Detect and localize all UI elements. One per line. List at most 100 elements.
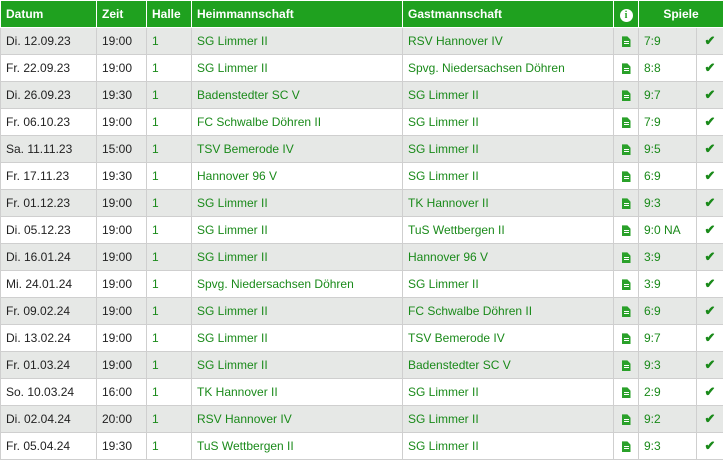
cell-gastmannschaft[interactable]: Badenstedter SC V xyxy=(402,351,614,379)
document-icon[interactable] xyxy=(621,144,631,156)
cell-confirmed: ✔ xyxy=(695,189,723,217)
document-icon[interactable] xyxy=(621,252,631,264)
document-icon[interactable] xyxy=(621,306,631,318)
cell-zeit: 19:00 xyxy=(96,108,147,136)
document-icon[interactable] xyxy=(621,36,631,48)
table-row: Sa. 11.11.23 15:00 1 TSV Bemerode IV SG Limm… xyxy=(0,135,723,163)
document-icon[interactable] xyxy=(621,279,631,291)
cell-report[interactable] xyxy=(613,162,639,190)
table-row: Fr. 22.09.23 19:00 1 SG Limmer II Spvg. Nied… xyxy=(0,54,723,82)
cell-gastmannschaft[interactable]: TuS Wettbergen II xyxy=(402,216,614,244)
table-body: Di. 12.09.23 19:00 1 SG Limmer II RSV Hannov… xyxy=(0,27,723,460)
document-icon[interactable] xyxy=(621,360,631,372)
document-icon[interactable] xyxy=(621,171,631,183)
check-icon: ✔ xyxy=(704,384,716,399)
cell-datum: Fr. 05.04.24 xyxy=(0,432,97,460)
info-icon[interactable]: i xyxy=(619,8,633,22)
cell-halle: 1 xyxy=(146,27,192,55)
cell-heimmannschaft[interactable]: Badenstedter SC V xyxy=(191,81,403,109)
cell-gastmannschaft[interactable]: FC Schwalbe Döhren II xyxy=(402,297,614,325)
cell-report[interactable] xyxy=(613,243,639,271)
cell-report[interactable] xyxy=(613,270,639,298)
check-icon: ✔ xyxy=(704,249,716,264)
cell-report[interactable] xyxy=(613,81,639,109)
header-spiele[interactable]: Spiele xyxy=(637,0,723,28)
check-icon: ✔ xyxy=(704,141,716,156)
cell-heimmannschaft[interactable]: SG Limmer II xyxy=(191,297,403,325)
cell-report[interactable] xyxy=(613,135,639,163)
cell-report[interactable] xyxy=(613,432,639,460)
cell-report[interactable] xyxy=(613,189,639,217)
cell-report[interactable] xyxy=(613,54,639,82)
cell-heimmannschaft[interactable]: TuS Wettbergen II xyxy=(191,432,403,460)
document-icon[interactable] xyxy=(621,333,631,345)
header-gastmannschaft[interactable]: Gastmannschaft xyxy=(402,0,614,28)
document-icon[interactable] xyxy=(621,441,631,453)
header-info[interactable]: i xyxy=(613,0,639,28)
cell-gastmannschaft[interactable]: SG Limmer II xyxy=(402,162,614,190)
document-icon[interactable] xyxy=(621,63,631,75)
cell-gastmannschaft[interactable]: SG Limmer II xyxy=(402,378,614,406)
document-icon[interactable] xyxy=(621,225,631,237)
cell-gastmannschaft[interactable]: Hannover 96 V xyxy=(402,243,614,271)
cell-heimmannschaft[interactable]: SG Limmer II xyxy=(191,27,403,55)
cell-halle: 1 xyxy=(146,432,192,460)
cell-gastmannschaft[interactable]: SG Limmer II xyxy=(402,405,614,433)
cell-heimmannschaft[interactable]: SG Limmer II xyxy=(191,216,403,244)
document-icon[interactable] xyxy=(621,387,631,399)
cell-heimmannschaft[interactable]: TK Hannover II xyxy=(191,378,403,406)
cell-gastmannschaft[interactable]: RSV Hannover IV xyxy=(402,27,614,55)
cell-report[interactable] xyxy=(613,351,639,379)
cell-zeit: 19:00 xyxy=(96,216,147,244)
cell-confirmed: ✔ xyxy=(695,162,723,190)
cell-zeit: 19:00 xyxy=(96,27,147,55)
document-icon[interactable] xyxy=(621,198,631,210)
cell-gastmannschaft[interactable]: Spvg. Niedersachsen Döhren xyxy=(402,54,614,82)
cell-spiele: 7:9 xyxy=(638,27,697,55)
cell-spiele: 9:3 xyxy=(638,351,697,379)
table-row: Fr. 01.03.24 19:00 1 SG Limmer II Badenstedt… xyxy=(0,351,723,379)
document-icon[interactable] xyxy=(621,414,631,426)
cell-gastmannschaft[interactable]: SG Limmer II xyxy=(402,270,614,298)
document-icon[interactable] xyxy=(621,90,631,102)
cell-heimmannschaft[interactable]: SG Limmer II xyxy=(191,351,403,379)
cell-datum: Fr. 17.11.23 xyxy=(0,162,97,190)
cell-report[interactable] xyxy=(613,378,639,406)
cell-gastmannschaft[interactable]: TK Hannover II xyxy=(402,189,614,217)
cell-zeit: 19:30 xyxy=(96,81,147,109)
cell-spiele: 6:9 xyxy=(638,297,697,325)
cell-heimmannschaft[interactable]: SG Limmer II xyxy=(191,324,403,352)
cell-heimmannschaft[interactable]: SG Limmer II xyxy=(191,54,403,82)
cell-heimmannschaft[interactable]: Hannover 96 V xyxy=(191,162,403,190)
cell-report[interactable] xyxy=(613,324,639,352)
cell-gastmannschaft[interactable]: SG Limmer II xyxy=(402,81,614,109)
cell-heimmannschaft[interactable]: FC Schwalbe Döhren II xyxy=(191,108,403,136)
header-heimmannschaft[interactable]: Heimmannschaft xyxy=(191,0,403,28)
table-row: Fr. 17.11.23 19:30 1 Hannover 96 V SG Limmer… xyxy=(0,162,723,190)
document-icon[interactable] xyxy=(621,117,631,129)
cell-report[interactable] xyxy=(613,405,639,433)
header-halle[interactable]: Halle xyxy=(146,0,192,28)
cell-gastmannschaft[interactable]: TSV Bemerode IV xyxy=(402,324,614,352)
cell-gastmannschaft[interactable]: SG Limmer II xyxy=(402,108,614,136)
cell-datum: Fr. 09.02.24 xyxy=(0,297,97,325)
cell-confirmed: ✔ xyxy=(695,297,723,325)
cell-report[interactable] xyxy=(613,216,639,244)
header-zeit[interactable]: Zeit xyxy=(96,0,147,28)
cell-gastmannschaft[interactable]: SG Limmer II xyxy=(402,135,614,163)
cell-report[interactable] xyxy=(613,27,639,55)
cell-heimmannschaft[interactable]: SG Limmer II xyxy=(191,189,403,217)
cell-spiele: 9:5 xyxy=(638,135,697,163)
cell-heimmannschaft[interactable]: TSV Bemerode IV xyxy=(191,135,403,163)
cell-gastmannschaft[interactable]: SG Limmer II xyxy=(402,432,614,460)
header-datum[interactable]: Datum xyxy=(0,0,97,28)
cell-heimmannschaft[interactable]: Spvg. Niedersachsen Döhren xyxy=(191,270,403,298)
cell-report[interactable] xyxy=(613,108,639,136)
cell-report[interactable] xyxy=(613,297,639,325)
cell-datum: Fr. 01.03.24 xyxy=(0,351,97,379)
cell-heimmannschaft[interactable]: SG Limmer II xyxy=(191,243,403,271)
cell-spiele: 9:2 xyxy=(638,405,697,433)
cell-datum: Di. 26.09.23 xyxy=(0,81,97,109)
cell-heimmannschaft[interactable]: RSV Hannover IV xyxy=(191,405,403,433)
table-row: Fr. 05.04.24 19:30 1 TuS Wettbergen II SG Li… xyxy=(0,432,723,460)
